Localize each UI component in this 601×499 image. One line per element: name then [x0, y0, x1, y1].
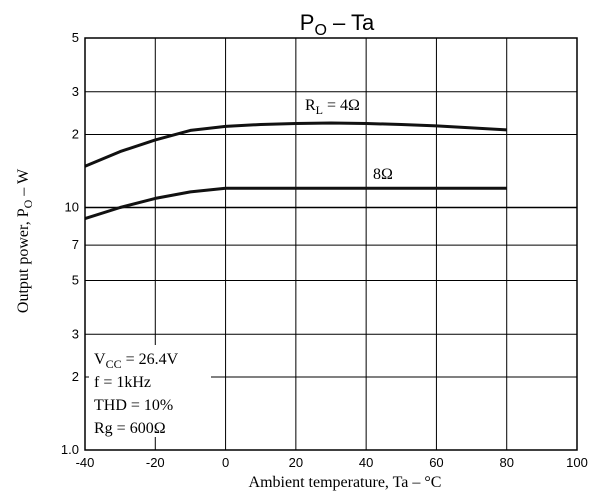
y-tick-label: 2 [72, 127, 79, 142]
annotation-background [89, 345, 211, 437]
y-tick-label: 3 [72, 326, 79, 341]
chart-title: PO – Ta [300, 10, 375, 39]
y-tick-label: 10 [65, 200, 79, 215]
series-label-8ohm: 8Ω [373, 166, 393, 183]
y-tick-label: 2 [72, 369, 79, 384]
x-tick-label: 0 [222, 455, 229, 470]
x-tick-label: -20 [146, 455, 165, 470]
series-label-rl4: RL = 4Ω [305, 97, 360, 117]
x-tick-label: 40 [359, 455, 373, 470]
conditions-annotation: VCC = 26.4V f = 1kHz THD = 10% Rg = 600Ω [89, 345, 211, 437]
y-tick-label: 5 [72, 272, 79, 287]
tick-labels: -40 -20 0 20 40 60 80 100 1.0 2 3 5 7 10 2 3 5 [61, 30, 588, 470]
annotation-line-thd: THD = 10% [94, 397, 173, 414]
y-tick-label: 3 [72, 84, 79, 99]
grid [85, 38, 577, 450]
annotation-line-freq: f = 1kHz [94, 374, 151, 391]
series-line-8ohm [84, 186, 507, 221]
series [84, 121, 507, 221]
x-axis-label: Ambient temperature, Ta – °C [249, 474, 442, 491]
y-tick-label: 5 [72, 30, 79, 45]
plot-frame [84, 37, 578, 451]
y-tick-label: 7 [72, 237, 79, 252]
annotation-line-vcc: VCC = 26.4V [94, 351, 179, 371]
y-tick-label: 1.0 [61, 442, 79, 457]
y-axis-label: Output power, PO – W [15, 168, 35, 313]
x-tick-label: 20 [289, 455, 303, 470]
x-tick-label: -40 [76, 455, 95, 470]
annotation-line-rg: Rg = 600Ω [94, 420, 166, 437]
x-tick-label: 60 [429, 455, 443, 470]
x-tick-label: 100 [566, 455, 588, 470]
series-line-rl4 [84, 121, 507, 168]
x-tick-label: 80 [499, 455, 513, 470]
